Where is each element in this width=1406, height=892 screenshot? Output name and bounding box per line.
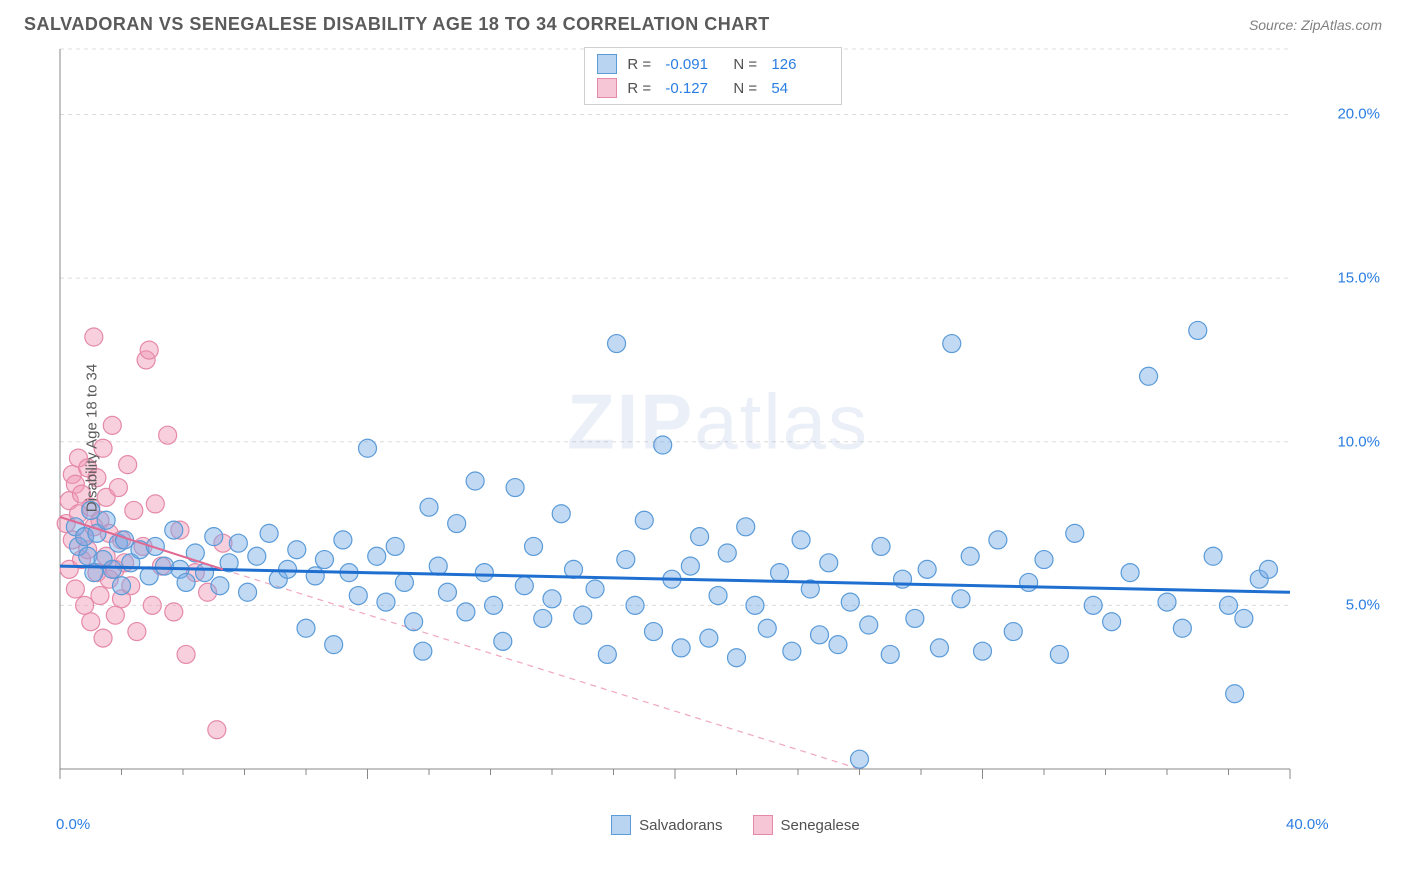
x-tick-label: 0.0% xyxy=(56,816,90,833)
y-tick-label: 5.0% xyxy=(1346,597,1380,614)
y-tick-label: 10.0% xyxy=(1337,433,1380,450)
legend-N: 54 xyxy=(771,80,829,97)
correlation-legend: R =-0.091N =126R =-0.127N =54 xyxy=(584,47,842,105)
plot-area: Disability Age 18 to 34 ZIPatlas R =-0.0… xyxy=(50,43,1386,833)
chart-title: SALVADORAN VS SENEGALESE DISABILITY AGE … xyxy=(24,14,770,35)
legend-N: 126 xyxy=(771,56,829,73)
legend-row: R =-0.091N =126 xyxy=(597,52,829,76)
scatter-plot xyxy=(50,43,1360,803)
legend-swatch xyxy=(597,54,617,74)
legend-R: -0.091 xyxy=(665,56,723,73)
y-axis-label: Disability Age 18 to 34 xyxy=(84,364,101,512)
legend-item: Salvadorans xyxy=(611,815,722,835)
y-tick-label: 20.0% xyxy=(1337,106,1380,123)
x-tick-label: 40.0% xyxy=(1286,816,1329,833)
y-tick-label: 15.0% xyxy=(1337,270,1380,287)
series-legend: Salvadorans Senegalese xyxy=(611,815,860,835)
legend-swatch xyxy=(597,78,617,98)
legend-swatch xyxy=(611,815,631,835)
legend-R: -0.127 xyxy=(665,80,723,97)
legend-item: Senegalese xyxy=(753,815,860,835)
legend-swatch xyxy=(753,815,773,835)
source-label: Source: ZipAtlas.com xyxy=(1249,17,1382,33)
legend-row: R =-0.127N =54 xyxy=(597,76,829,100)
